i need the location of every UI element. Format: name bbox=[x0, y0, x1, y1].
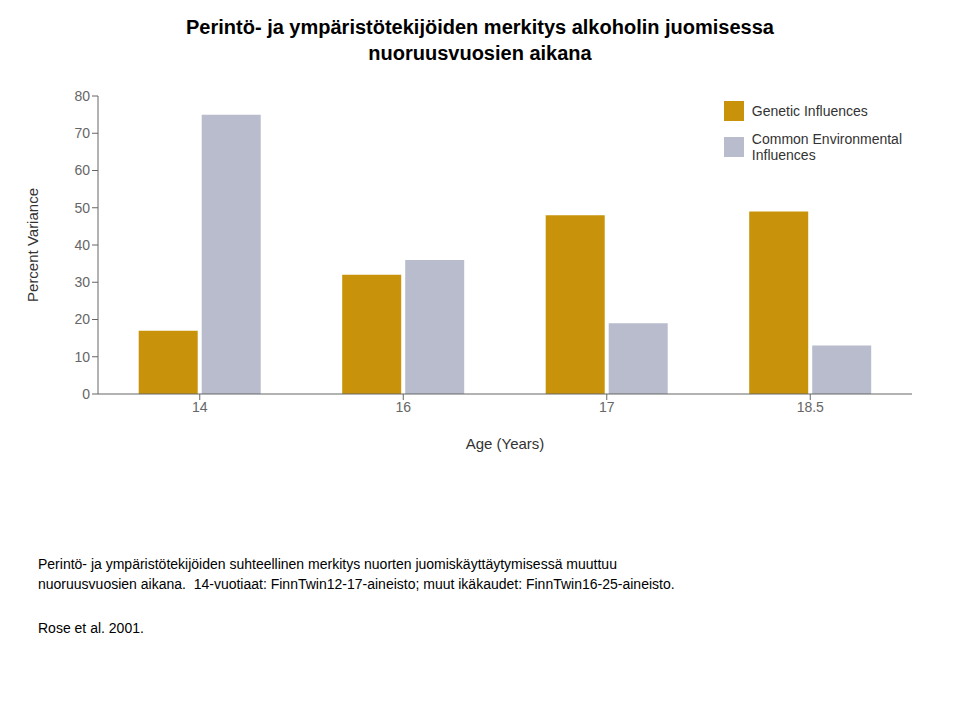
html-text:Perintö- ja ympäristötekijöide: Perintö- ja ympäristötekijöiden merkitys… bbox=[186, 16, 774, 38]
svg-text:0: 0 bbox=[82, 386, 90, 402]
svg-text:17: 17 bbox=[599, 399, 615, 415]
html-text:Genetic Influences: Genetic Influences bbox=[751, 103, 868, 119]
svg-text:Age (Years): Age (Years) bbox=[466, 435, 545, 452]
html-text:Common Environmental: Common Environmental bbox=[751, 131, 902, 147]
svg-text:50: 50 bbox=[74, 200, 90, 216]
svg-text:10: 10 bbox=[74, 349, 90, 365]
svg-text:16: 16 bbox=[395, 399, 411, 415]
svg-text:Percent Variance: Percent Variance bbox=[24, 188, 41, 302]
svg-text:18.5: 18.5 bbox=[797, 399, 824, 415]
html-text:Perintö- ja ympäristötekijöide: Perintö- ja ympäristötekijöiden suhteell… bbox=[38, 556, 617, 572]
svg-text:70: 70 bbox=[74, 125, 90, 141]
svg-text:20: 20 bbox=[74, 311, 90, 327]
html-text:Influences: Influences bbox=[751, 147, 816, 163]
svg-text:80: 80 bbox=[74, 88, 90, 104]
html-text:nuoruusvuosien aikana: nuoruusvuosien aikana bbox=[368, 42, 592, 64]
svg-text:40: 40 bbox=[74, 237, 90, 253]
svg-text:14: 14 bbox=[192, 399, 208, 415]
svg-text:30: 30 bbox=[74, 274, 90, 290]
html-text:Rose et al. 2001.: Rose et al. 2001. bbox=[38, 620, 144, 636]
html-text:nuoruusvuosien aikana. 14-vuot: nuoruusvuosien aikana. 14-vuotiaat: Finn… bbox=[38, 576, 675, 592]
svg-text:60: 60 bbox=[74, 162, 90, 178]
